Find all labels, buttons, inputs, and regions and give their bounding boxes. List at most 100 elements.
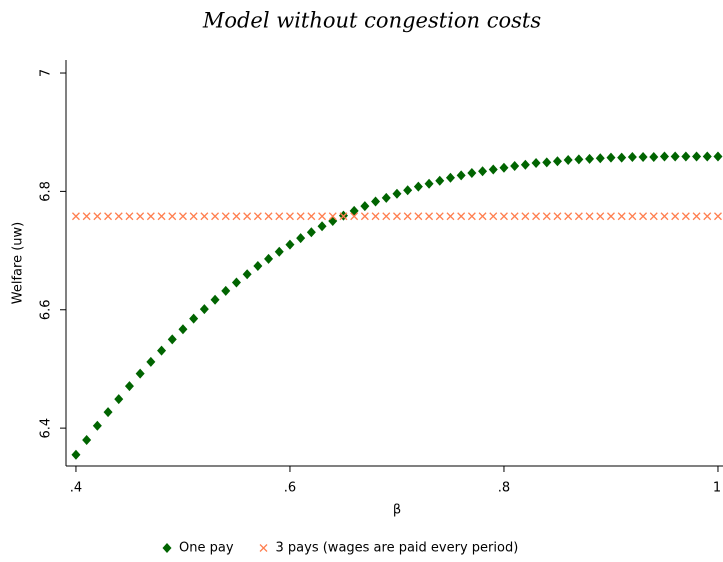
point (146, 356, 156, 367)
point (178, 324, 188, 335)
point (275, 212, 284, 221)
point (124, 381, 134, 392)
point (627, 152, 637, 163)
point (607, 212, 615, 221)
point (221, 212, 230, 221)
point (103, 407, 113, 418)
point (350, 212, 359, 221)
point (104, 212, 113, 221)
point (692, 151, 702, 162)
point (520, 159, 530, 170)
point (71, 449, 81, 460)
point (467, 168, 477, 179)
point (264, 253, 274, 264)
point (360, 212, 369, 221)
point (114, 212, 123, 221)
y-axis-label: Welfare (uw) (11, 222, 26, 304)
point (435, 212, 444, 221)
point (478, 166, 488, 177)
legend-marker (162, 543, 172, 553)
point (424, 178, 434, 189)
point (703, 212, 712, 221)
point (232, 212, 241, 221)
point (82, 212, 91, 221)
point (167, 334, 177, 345)
point (221, 285, 231, 296)
point (403, 212, 412, 221)
point (382, 212, 391, 221)
point (349, 205, 359, 216)
point (681, 212, 690, 221)
point (445, 172, 455, 183)
x-tick-label: .4 (70, 481, 82, 496)
point (488, 164, 498, 175)
point (628, 212, 637, 221)
point (243, 212, 252, 221)
legend-label: 3 pays (wages are paid every period) (276, 541, 519, 556)
x-tick-label: .8 (498, 481, 510, 496)
point (552, 156, 562, 167)
y-tick-label: 6.6 (39, 299, 54, 320)
point (574, 154, 584, 165)
point (713, 151, 723, 162)
point (231, 277, 241, 288)
point (681, 151, 691, 162)
point (146, 212, 155, 221)
point (595, 153, 605, 164)
point (403, 185, 413, 196)
point (93, 212, 102, 221)
y-tick-label: 6.8 (39, 181, 54, 202)
point (189, 313, 199, 324)
point (510, 212, 519, 221)
point (200, 212, 209, 221)
point (199, 304, 209, 315)
point (306, 227, 316, 238)
y-tick-label: 6.4 (39, 418, 54, 439)
point (617, 212, 626, 221)
point (542, 212, 551, 221)
point (702, 151, 712, 162)
point (253, 260, 263, 271)
point (457, 212, 466, 221)
legend-label: One pay (179, 541, 234, 556)
point (542, 157, 552, 168)
point (253, 212, 262, 221)
point (585, 212, 594, 221)
point (660, 212, 669, 221)
point (659, 151, 669, 162)
point (307, 212, 316, 221)
point (692, 212, 701, 221)
point (393, 212, 401, 221)
point (318, 212, 327, 221)
point (671, 212, 680, 221)
point (617, 152, 627, 163)
point (413, 181, 423, 192)
point (606, 152, 616, 163)
point (435, 175, 445, 186)
x-tick-label: 1 (713, 481, 721, 496)
point (521, 212, 530, 221)
point (168, 212, 177, 221)
point (714, 212, 722, 221)
point (500, 212, 508, 221)
point (553, 212, 562, 221)
point (670, 151, 680, 162)
point (564, 212, 573, 221)
point (264, 212, 273, 221)
point (82, 434, 92, 445)
point (467, 212, 476, 221)
point (210, 294, 220, 305)
point (371, 196, 381, 207)
point (178, 212, 187, 221)
point (296, 212, 305, 221)
point (339, 212, 348, 221)
point (446, 212, 455, 221)
point (638, 152, 648, 163)
chart-title: Model without congestion costs (202, 9, 542, 33)
point (328, 215, 338, 226)
x-tick-label: .6 (284, 481, 296, 496)
point (649, 212, 658, 221)
point (114, 394, 124, 405)
point (532, 212, 541, 221)
